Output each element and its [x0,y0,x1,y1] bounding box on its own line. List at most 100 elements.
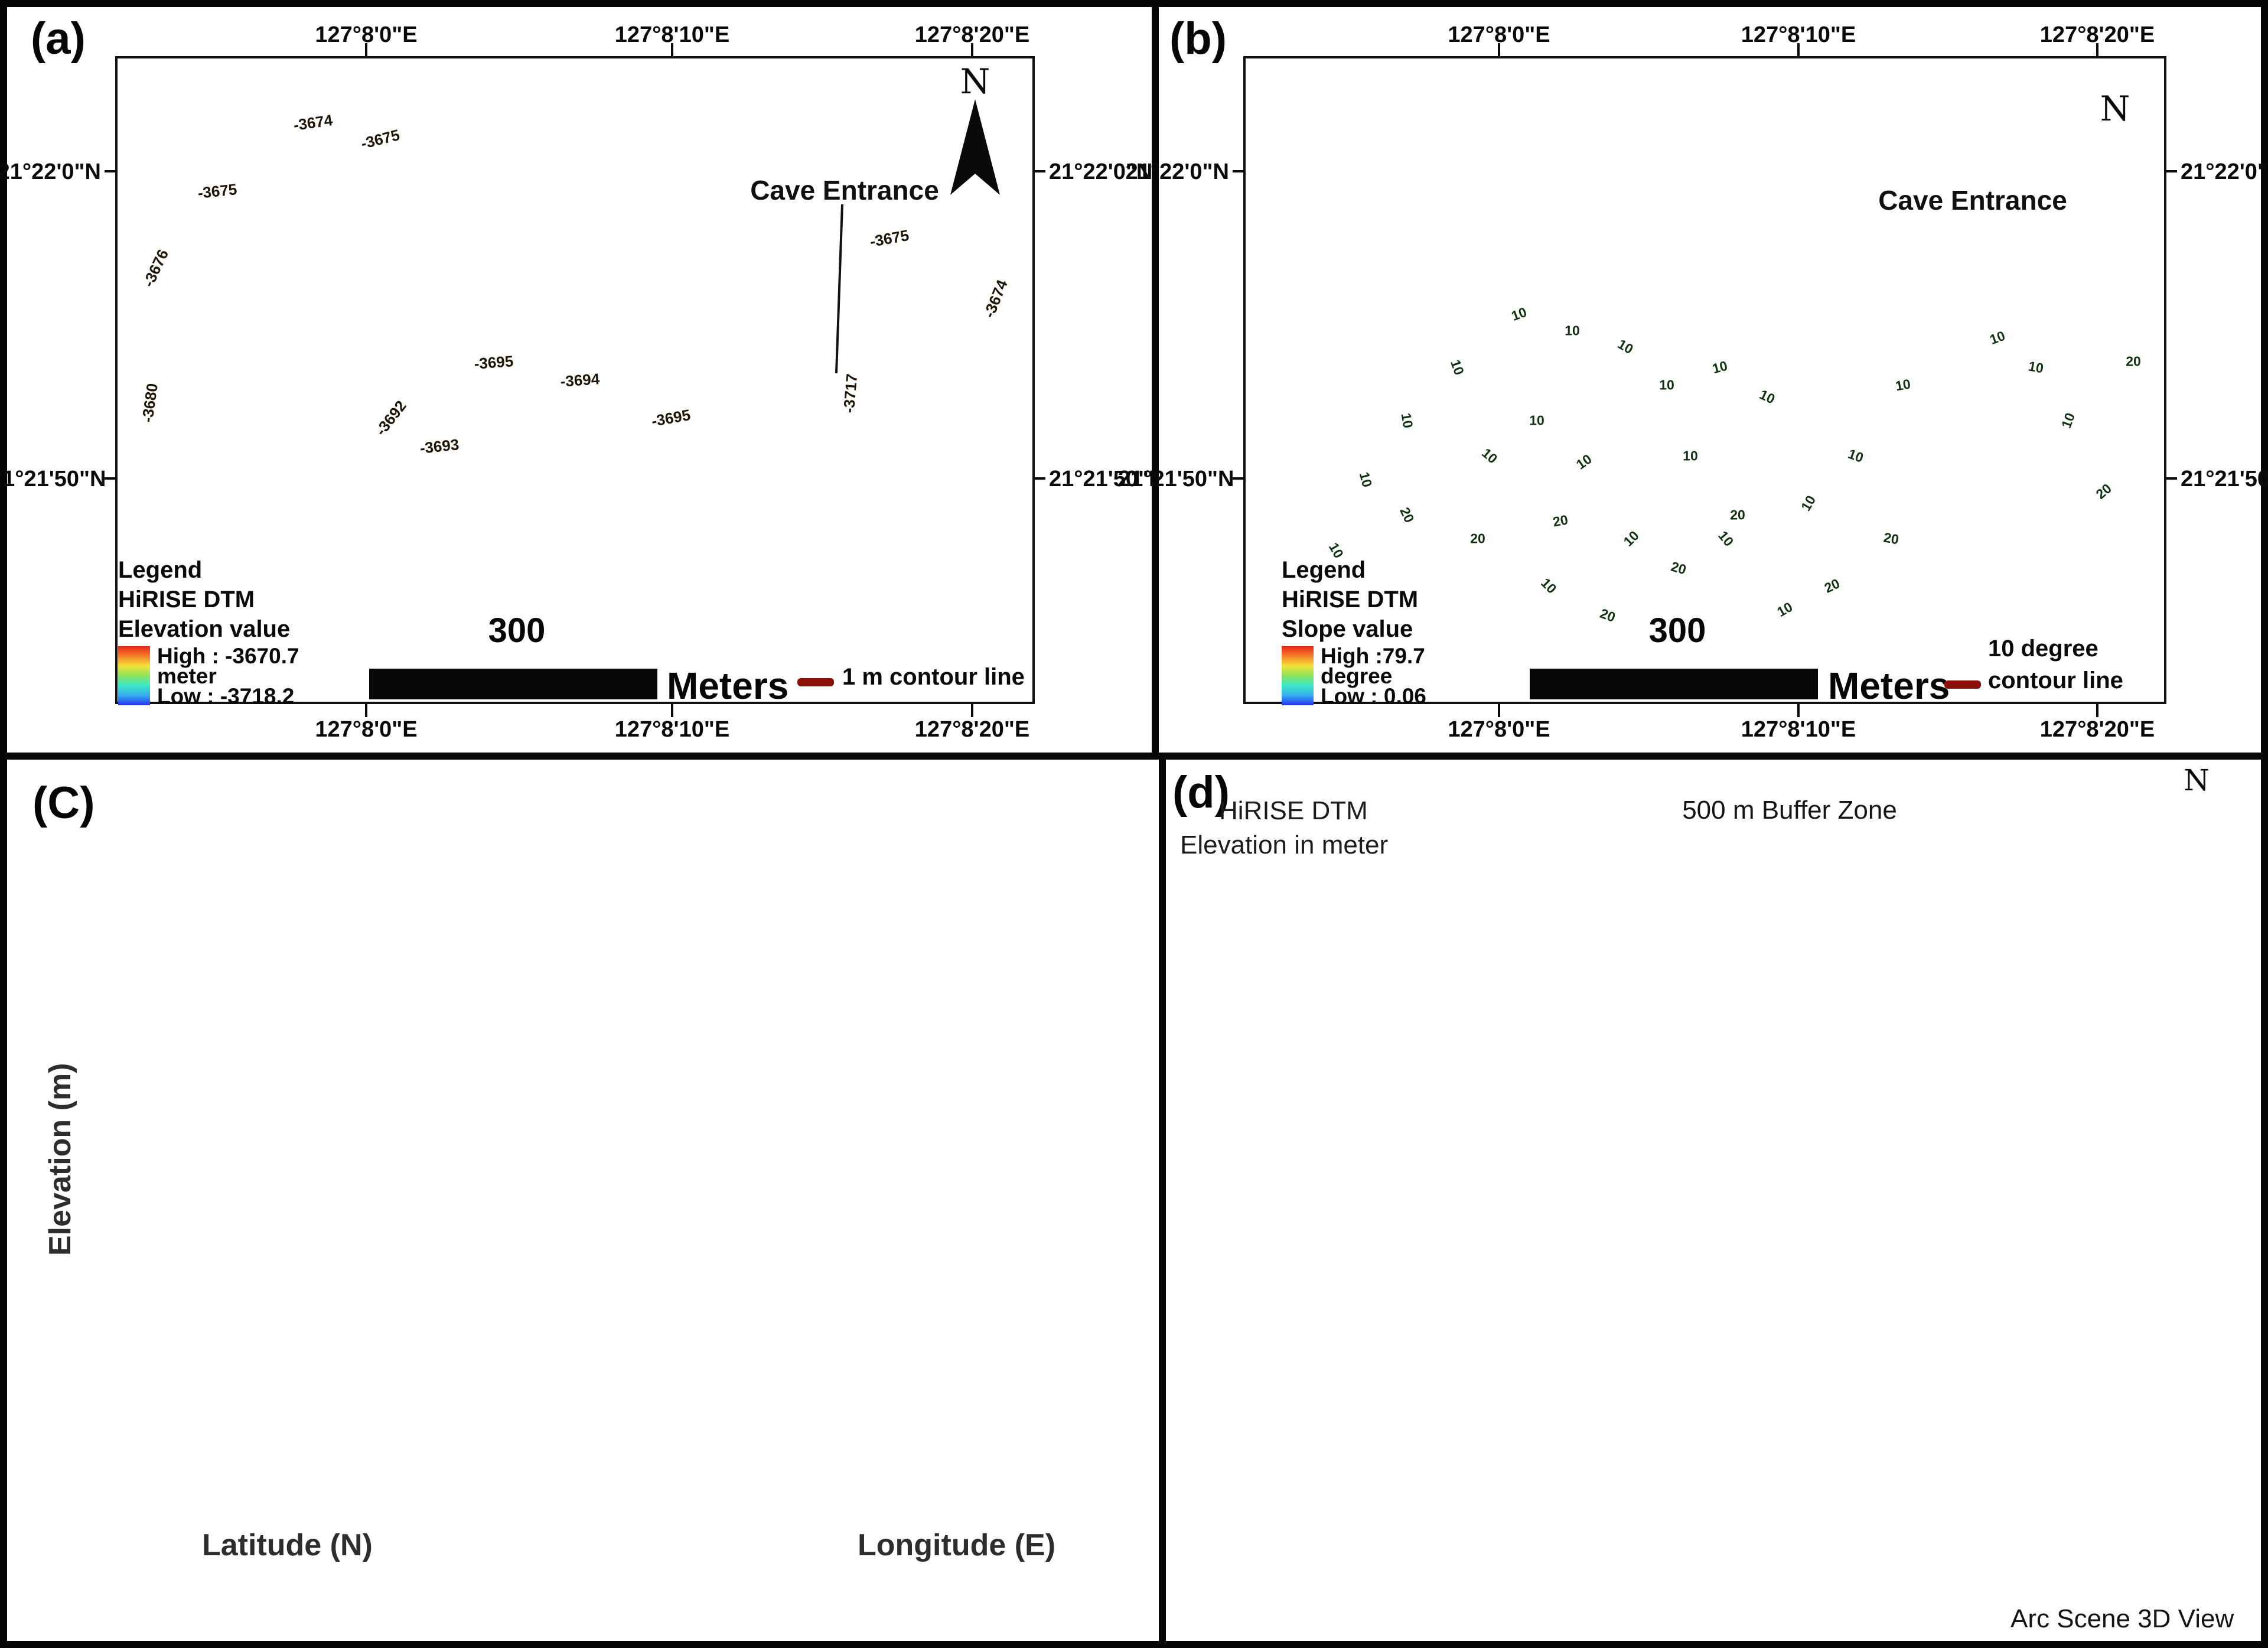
pb-right-tick-label: 21°22'0"N [2181,159,2268,184]
pb-bottom-tick-label: 127°8'0"E [1448,717,1550,742]
panel-c-z-axis-title: Elevation (m) [43,1063,77,1256]
panel-c-scatter3d-canvas [7,760,1159,1641]
pa-bottom-tick-mark [365,704,367,717]
panel-b-contour-key-label-line2: contour line [1988,667,2123,693]
pa-right-tick-label: 21°22'0"N [1049,159,1153,184]
panel-d-map-canvas [1166,760,2261,1641]
panel-b-scale-number: 300 [1648,611,1706,650]
pa-right-tick-label: 21°21'50"N [1049,467,1165,491]
pa-top-tick-mark [671,43,673,56]
panel-b-contour-key-swatch [1944,680,1981,689]
panel-b-slope-ramp [1282,646,1314,705]
panel-d-view-label: Arc Scene 3D View [2010,1604,2234,1633]
pb-right-tick-mark [2166,170,2177,172]
pa-bottom-tick-mark [671,704,673,717]
panel-b-contour-label: 10 [1894,376,1912,394]
panel-b-north-letter: N [2100,89,2130,129]
panel-b-contour-label: 10 [1659,377,1674,393]
panel-d-title-line1: HiRISE DTM [1219,796,1368,825]
panel-a-contour-key-swatch [797,678,834,686]
panel-a-legend-high: High : -3670.7 [157,644,299,668]
pb-top-tick-mark [2096,43,2098,56]
panel-b-contour-label: 20 [2126,353,2141,369]
panel-b-cave-entrance-label: Cave Entrance [1878,185,2067,216]
panel-a-scale-bar [369,669,657,699]
panel-d-title-line2: Elevation in meter [1180,830,1389,859]
panel-b-legend-high: High :79.7 [1321,644,1425,668]
panel-a-contour-key-label: 1 m contour line [842,664,1025,690]
panel-b-contour-label: 10 [1565,323,1580,338]
panel-d: (d) HiRISE DTM Elevation in meter N 500 … [1166,760,2261,1641]
panel-b-legend-low: Low : 0.06 [1321,684,1426,708]
pa-bottom-tick-label: 127°8'20"E [914,717,1030,742]
pa-bottom-tick-label: 127°8'10"E [614,717,730,742]
panel-d-tag: (d) [1172,767,1230,818]
pb-bottom-tick-mark [1498,704,1500,717]
pb-left-tick-label: 21°21'50"N [1118,467,1234,491]
pa-right-tick-mark [1035,170,1045,172]
panel-a-contour-label: -3695 [473,352,514,373]
panel-b-scale-bar [1530,669,1818,699]
panel-a-elevation-ramp [118,646,150,705]
panel-b-legend-title: Legend [1282,557,1366,583]
pb-top-tick-mark [1797,43,1800,56]
panel-a-cave-entrance-label: Cave Entrance [750,175,939,206]
pb-right-tick-mark [2166,477,2177,480]
pa-left-tick-label: 21°22'0"N [0,159,101,184]
panel-d-buffer-zone-label: 500 m Buffer Zone [1682,796,1897,825]
pa-left-tick-mark [105,170,115,172]
panel-a-legend-title: Legend [118,557,203,583]
panel-b-contour-key-label-line1: 10 degree [1988,636,2098,662]
panel-a-map-frame [115,56,1035,704]
panel-a-contour-label: -3694 [559,370,601,390]
panel-b-map-canvas [1246,58,2164,702]
panel-b-contour-label: 10 [2027,358,2045,376]
panel-b-scale-unit: Meters [1828,665,1950,707]
panel-b-contour-label: 20 [1882,529,1900,548]
panel-a-legend: Legend HiRISE DTM Elevation value High :… [118,555,299,708]
panel-a-tag: (a) [31,14,86,64]
pa-bottom-tick-label: 127°8'0"E [315,717,418,742]
panel-b-map-frame [1243,56,2166,704]
panel-a-scale-unit: Meters [667,665,789,707]
pb-bottom-tick-mark [2096,704,2098,717]
panel-b-contour-label: 20 [1470,530,1485,546]
pb-left-tick-mark [1233,477,1243,480]
panel-b-tag: (b) [1169,14,1227,64]
panel-b-contour-label: 10 [1529,412,1544,428]
panel-a-map-canvas [118,58,1032,702]
panel-b-legend-field: Slope value [1282,616,1413,642]
panel-a-legend-low: Low : -3718.2 [157,684,295,708]
pb-right-tick-label: 21°21'50"N [2181,467,2268,491]
pa-top-tick-mark [971,43,973,56]
pb-top-tick-mark [1498,43,1500,56]
panel-b-contour-label: 10 [1398,412,1416,429]
pa-bottom-tick-mark [971,704,973,717]
panel-a-legend-field: Elevation value [118,616,291,642]
pa-left-tick-label: 21°21'50"N [0,467,106,491]
panel-a-north-letter: N [960,61,990,102]
panel-a-legend-source: HiRISE DTM [118,587,255,613]
panel-b-contour-label: 20 [1730,507,1745,523]
pa-right-tick-mark [1035,477,1045,480]
panel-c-lon-axis-title: Longitude (E) [858,1528,1056,1562]
panel-a: (a) N Cave Entrance Legend HiRISE DTM El… [0,7,1165,753]
panel-c-lat-axis-title: Latitude (N) [202,1528,373,1562]
panel-b-legend-source: HiRISE DTM [1282,587,1419,613]
panel-a-scale-number: 300 [488,611,546,650]
panel-b: (b) N Cave Entrance Legend HiRISE DTM Sl… [1118,7,2268,753]
panel-a-legend-unit: meter [157,664,217,688]
pb-bottom-tick-label: 127°8'20"E [2039,717,2155,742]
panel-a-contour-label: -3717 [839,373,861,414]
panel-b-contour-label: 10 [1683,448,1698,464]
pb-left-tick-label: 21°22'0"N [1125,159,1229,184]
panel-c: (C) Elevation (m) Latitude (N) Longitude… [7,760,1159,1641]
panel-b-contour-label: 20 [1552,512,1569,530]
pb-left-tick-mark [1233,170,1243,172]
pa-top-tick-mark [365,43,367,56]
pb-bottom-tick-mark [1797,704,1800,717]
panel-b-legend-unit: degree [1321,664,1393,688]
panel-d-north-letter: N [2184,763,2210,797]
panel-b-legend: Legend HiRISE DTM Slope value High :79.7… [1282,555,1426,708]
